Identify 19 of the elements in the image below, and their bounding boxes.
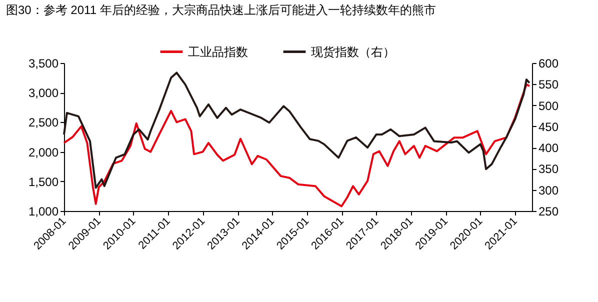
y2-tick-label: 250 — [538, 204, 559, 218]
y2-tick-label: 550 — [538, 78, 559, 92]
y2-tick-label: 400 — [538, 141, 559, 156]
y2-tick-label: 350 — [538, 162, 559, 176]
y-tick-label: 3,000 — [28, 86, 59, 100]
y-tick-label: 2,000 — [28, 145, 59, 160]
chart-title: 图30：参考 2011 年后的经验，大宗商品快速上涨后可能进入一轮持续数年的熊市 — [6, 3, 436, 17]
line-series — [63, 83, 530, 208]
y-tick-label: 1,500 — [28, 174, 59, 189]
y2-tick-label: 300 — [538, 183, 559, 198]
legend-label: 工业品指数 — [188, 44, 248, 59]
y-tick-label: 1,000 — [28, 204, 59, 218]
legend-label: 现货指数（右） — [311, 44, 395, 59]
y-tick-label: 2,500 — [28, 116, 59, 130]
line-series — [63, 72, 530, 189]
y2-tick-label: 450 — [538, 120, 559, 134]
y2-tick-label: 600 — [538, 56, 559, 70]
y2-tick-label: 500 — [538, 98, 559, 113]
y-tick-label: 3,500 — [28, 56, 59, 70]
